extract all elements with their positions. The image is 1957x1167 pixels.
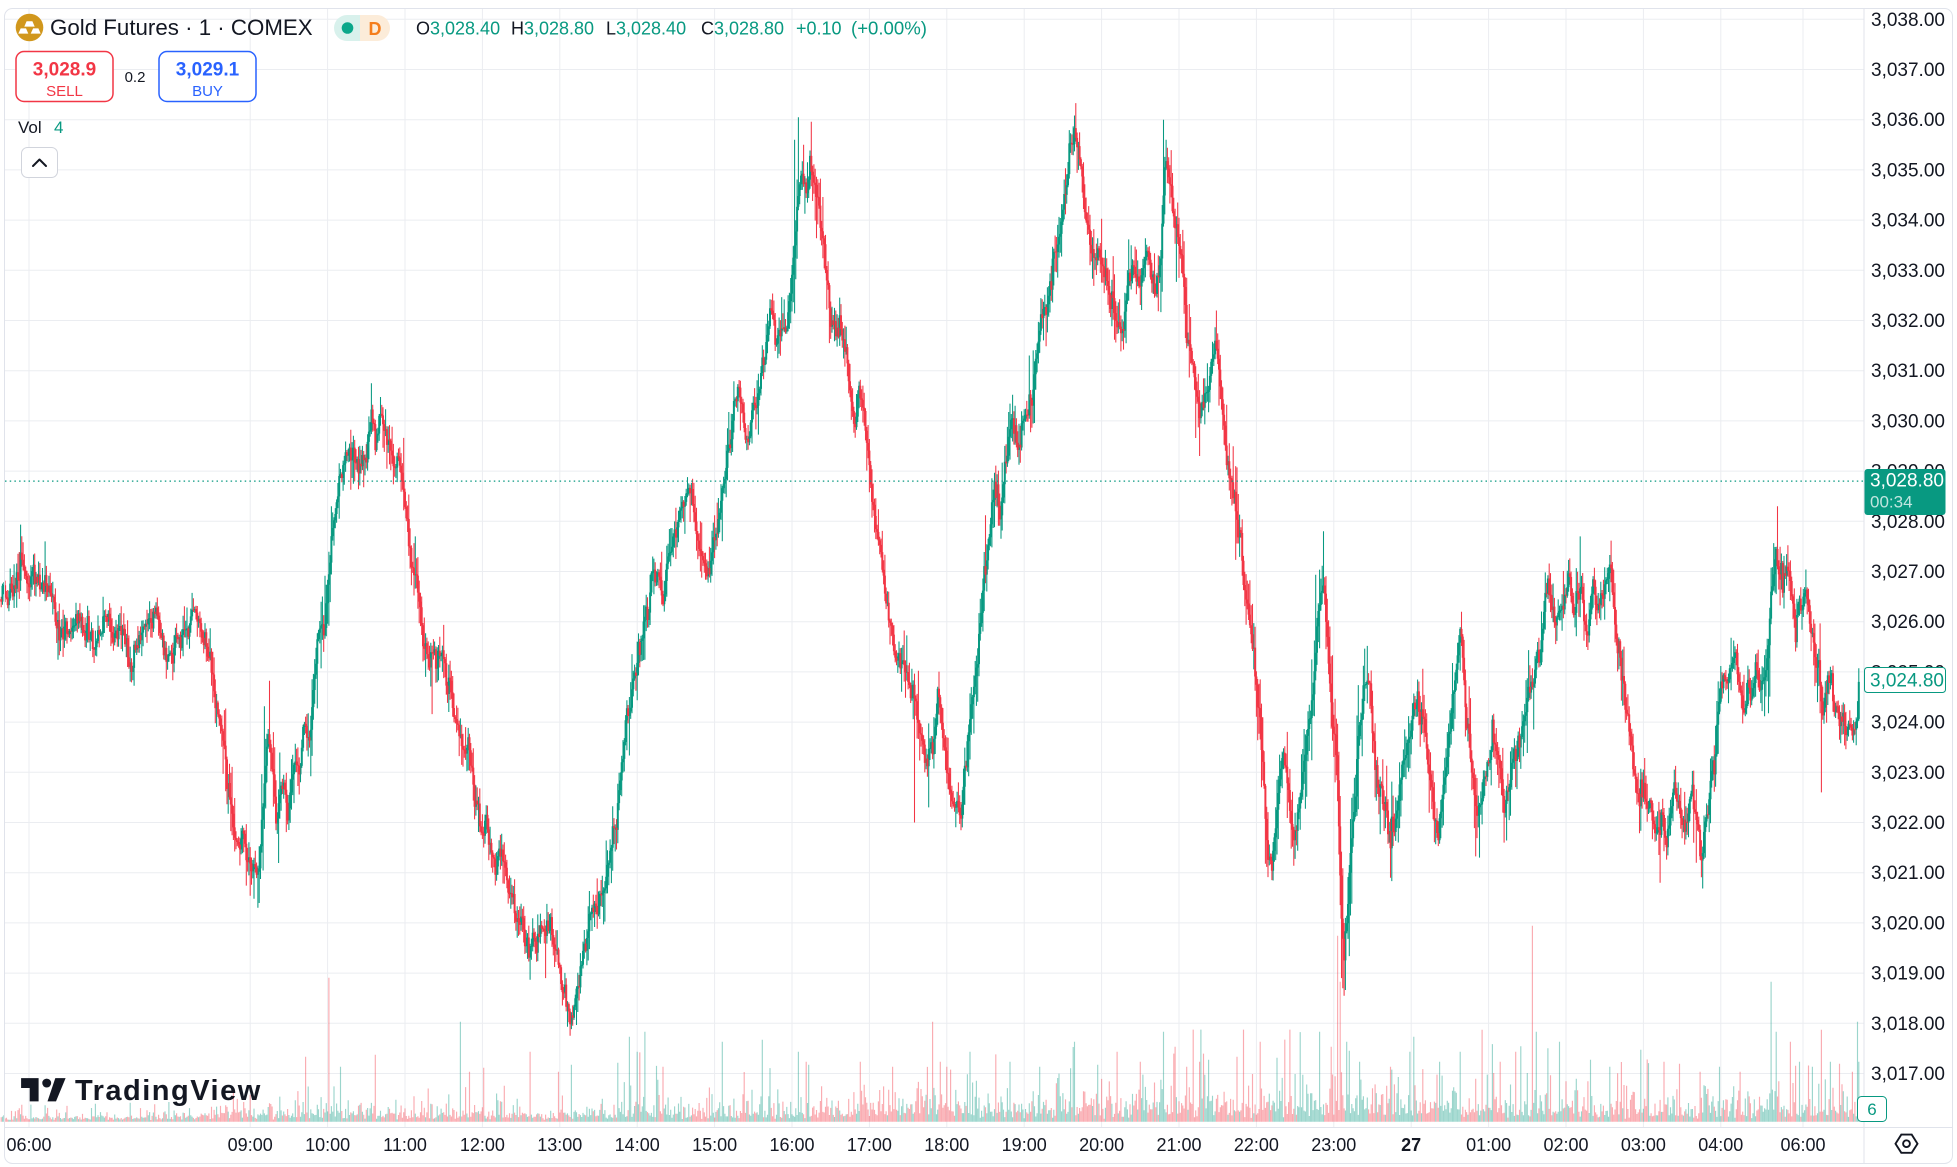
svg-text:27: 27 [1401, 1135, 1421, 1155]
svg-text:3,037.00: 3,037.00 [1871, 60, 1945, 81]
svg-text:3,035.00: 3,035.00 [1871, 160, 1945, 181]
svg-text:15:00: 15:00 [692, 1135, 737, 1155]
svg-text:3,029.1: 3,029.1 [176, 60, 240, 81]
svg-text:3,021.00: 3,021.00 [1871, 863, 1945, 884]
svg-text:09:00: 09:00 [228, 1135, 273, 1155]
svg-text:22:00: 22:00 [1234, 1135, 1279, 1155]
svg-text:18:00: 18:00 [924, 1135, 969, 1155]
svg-text:3,022.00: 3,022.00 [1871, 813, 1945, 834]
svg-text:Vol: Vol [18, 118, 42, 137]
svg-text:02:00: 02:00 [1543, 1135, 1588, 1155]
svg-text:3,028.00: 3,028.00 [1871, 512, 1945, 533]
svg-text:3,020.00: 3,020.00 [1871, 913, 1945, 934]
svg-text:21:00: 21:00 [1156, 1135, 1201, 1155]
svg-text:0.2: 0.2 [125, 69, 146, 86]
svg-text:3,023.00: 3,023.00 [1871, 763, 1945, 784]
svg-text:3,031.00: 3,031.00 [1871, 361, 1945, 382]
svg-text:17:00: 17:00 [847, 1135, 892, 1155]
svg-text:3,030.00: 3,030.00 [1871, 411, 1945, 432]
svg-text:3,026.00: 3,026.00 [1871, 612, 1945, 633]
svg-text:6: 6 [1867, 1100, 1876, 1119]
svg-text:3,032.00: 3,032.00 [1871, 311, 1945, 332]
svg-text:14:00: 14:00 [615, 1135, 660, 1155]
svg-text:3,018.00: 3,018.00 [1871, 1014, 1945, 1035]
svg-text:16:00: 16:00 [769, 1135, 814, 1155]
svg-text:3,019.00: 3,019.00 [1871, 964, 1945, 985]
svg-text:20:00: 20:00 [1079, 1135, 1124, 1155]
svg-text:3,034.00: 3,034.00 [1871, 211, 1945, 232]
svg-text:13:00: 13:00 [537, 1135, 582, 1155]
svg-text:10:00: 10:00 [305, 1135, 350, 1155]
svg-text:O3,028.40: O3,028.40 [416, 19, 500, 39]
svg-text:C3,028.80: C3,028.80 [701, 19, 784, 39]
svg-text:3,038.00: 3,038.00 [1871, 10, 1945, 31]
svg-text:3,024.00: 3,024.00 [1871, 713, 1945, 734]
svg-text:+0.10: +0.10 [796, 19, 842, 39]
svg-text:3,017.00: 3,017.00 [1871, 1064, 1945, 1085]
svg-text:06:00: 06:00 [6, 1135, 51, 1155]
svg-text:BUY: BUY [192, 83, 223, 100]
svg-text:11:00: 11:00 [383, 1135, 427, 1155]
svg-text:03:00: 03:00 [1621, 1135, 1666, 1155]
svg-text:3,024.80: 3,024.80 [1870, 671, 1944, 692]
svg-text:12:00: 12:00 [460, 1135, 505, 1155]
svg-text:SELL: SELL [46, 83, 83, 100]
svg-text:04:00: 04:00 [1698, 1135, 1743, 1155]
svg-text:00:34: 00:34 [1870, 493, 1913, 512]
svg-text:3,027.00: 3,027.00 [1871, 562, 1945, 583]
svg-text:D: D [369, 19, 382, 39]
svg-text:TradingView: TradingView [75, 1075, 262, 1107]
svg-text:19:00: 19:00 [1002, 1135, 1047, 1155]
svg-text:3,033.00: 3,033.00 [1871, 261, 1945, 282]
svg-text:H3,028.80: H3,028.80 [511, 19, 594, 39]
svg-text:L3,028.40: L3,028.40 [606, 19, 686, 39]
svg-text:(+0.00%): (+0.00%) [851, 18, 927, 39]
svg-text:01:00: 01:00 [1466, 1135, 1511, 1155]
svg-text:3,028.9: 3,028.9 [33, 60, 96, 81]
svg-text:3,036.00: 3,036.00 [1871, 110, 1945, 131]
svg-text:23:00: 23:00 [1311, 1135, 1356, 1155]
svg-text:4: 4 [54, 118, 63, 137]
svg-text:3,028.80: 3,028.80 [1870, 471, 1944, 492]
svg-text:Gold Futures · 1 · COMEX: Gold Futures · 1 · COMEX [50, 15, 313, 40]
svg-text:06:00: 06:00 [1780, 1135, 1825, 1155]
